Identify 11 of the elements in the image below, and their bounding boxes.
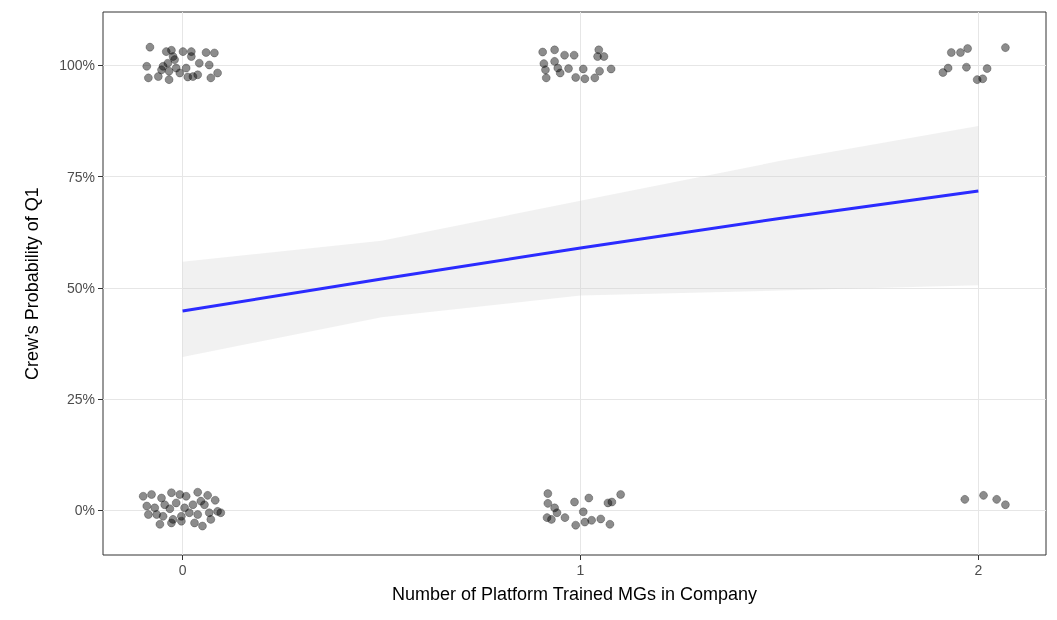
x-tick-label: 1 — [576, 562, 585, 578]
x-tick-label: 2 — [974, 562, 983, 578]
y-tick-label: 25% — [66, 391, 95, 408]
x-axis-title: Number of Platform Trained MGs in Company — [391, 584, 758, 604]
y-tick-label: 0% — [74, 502, 95, 519]
y-tick-label: 75% — [66, 168, 95, 185]
y-tick-label: 100% — [59, 57, 95, 74]
y-axis-title: Crew’s Probability of Q1 — [22, 187, 42, 380]
x-tick-label: 0 — [178, 562, 187, 578]
line-series — [181, 189, 980, 313]
y-tick-label: 50% — [66, 279, 95, 296]
